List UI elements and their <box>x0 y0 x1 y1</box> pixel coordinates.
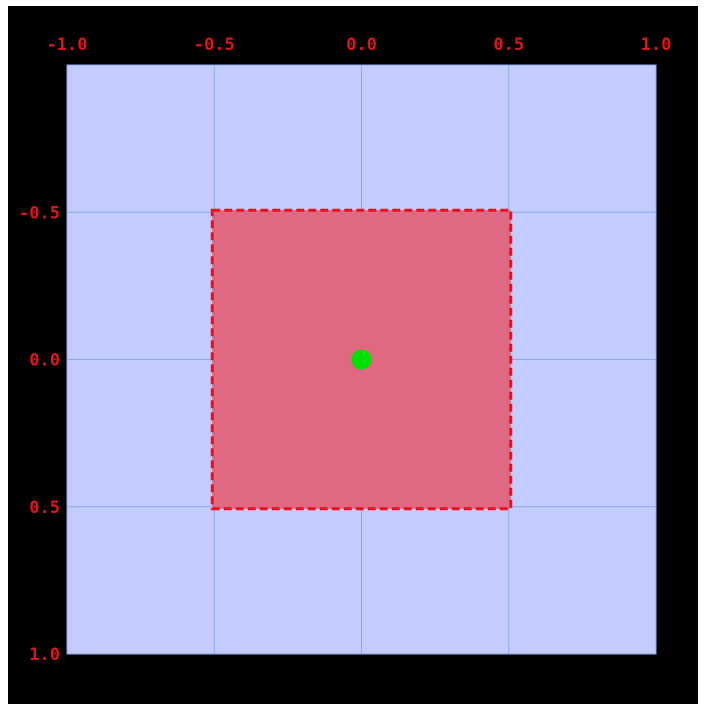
x-tick-label: -1.0 <box>47 35 88 55</box>
x-tick-label: 0.0 <box>346 35 377 55</box>
x-tick-label: 1.0 <box>641 35 672 55</box>
x-axis-labels: -1.0 -0.5 0.0 0.5 1.0 <box>47 35 672 55</box>
y-tick-label: 0.5 <box>29 498 60 518</box>
plot-svg: -1.0 -0.5 0.0 0.5 1.0 -0.5 0.0 0.5 1.0 <box>19 35 672 665</box>
y-tick-label: 1.0 <box>29 645 60 665</box>
canvas: -1.0 -0.5 0.0 0.5 1.0 -0.5 0.0 0.5 1.0 <box>8 6 698 704</box>
y-tick-label: 0.0 <box>29 351 60 371</box>
y-tick-label: -0.5 <box>19 203 60 223</box>
center-point <box>351 349 372 370</box>
x-tick-label: 0.5 <box>493 35 524 55</box>
y-axis-labels: -0.5 0.0 0.5 1.0 <box>19 203 60 665</box>
x-tick-label: -0.5 <box>194 35 235 55</box>
